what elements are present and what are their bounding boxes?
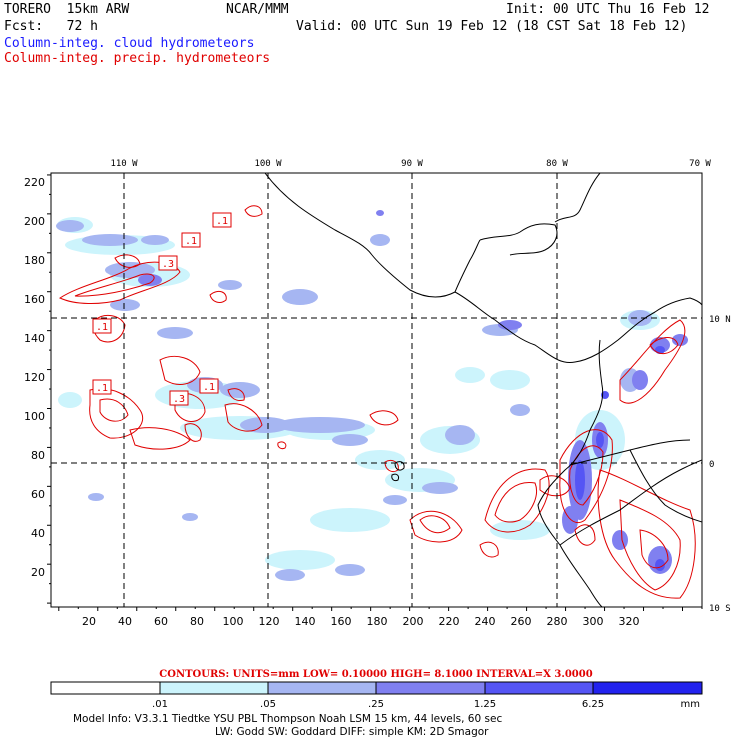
colorbar-tick: .01 <box>152 699 168 710</box>
x-tick-label: 80 <box>190 615 204 628</box>
organization: NCAR/MMM <box>226 2 289 17</box>
init-time: Init: 00 UTC Thu 16 Feb 12 <box>506 2 710 17</box>
contours-info: CONTOURS: UNITS=mm LOW= 0.10000 HIGH= 8.… <box>159 669 592 680</box>
y-tick-label: 100 <box>24 410 45 423</box>
svg-text:.1: .1 <box>185 236 197 247</box>
y-tick-label: 20 <box>31 566 45 579</box>
y-tick-label: 40 <box>31 527 45 540</box>
coastlines <box>264 173 702 607</box>
model-info-line1: Model Info: V3.3.1 Tiedtke YSU PBL Thomp… <box>73 713 502 725</box>
lon-label: 110 W <box>110 159 138 169</box>
x-tick-label: 160 <box>331 615 352 628</box>
lat-label: 10 N <box>709 315 731 325</box>
x-tick-label: 20 <box>82 615 96 628</box>
x-tick-label: 240 <box>475 615 496 628</box>
x-tick-label: 300 <box>583 615 604 628</box>
lon-label: 70 W <box>689 159 711 169</box>
x-tick-label: 180 <box>367 615 388 628</box>
contour-label: .3 <box>169 390 189 406</box>
y-tick-label: 200 <box>24 215 45 228</box>
x-tick-label: 200 <box>403 615 424 628</box>
cloud-shading-core <box>575 346 665 571</box>
field-cloud-label: Column-integ. cloud hydrometeors <box>4 36 255 51</box>
x-tick-label: 320 <box>619 615 640 628</box>
y-tick-label: 220 <box>24 176 45 189</box>
y-tick-label: 80 <box>31 449 45 462</box>
svg-text:.3: .3 <box>162 259 174 270</box>
lon-label: 100 W <box>254 159 282 169</box>
x-tick-label: 140 <box>295 615 316 628</box>
y-tick-label: 60 <box>31 488 45 501</box>
contour-label: .1 <box>199 378 219 394</box>
y-tick-label: 120 <box>24 371 45 384</box>
precip-contours <box>58 205 696 599</box>
forecast-hour: Fcst: 72 h <box>4 19 98 34</box>
field-precip-label: Column-integ. precip. hydrometeors <box>4 51 271 66</box>
lat-lon-grid <box>51 173 702 607</box>
lat-label: 0 <box>709 460 714 470</box>
colorbar-tick: 1.25 <box>474 699 496 710</box>
colorbar-units: mm <box>681 699 700 710</box>
x-tick-label: 60 <box>154 615 168 628</box>
x-tick-label: 280 <box>547 615 568 628</box>
contour-label: .1 <box>92 318 112 334</box>
colorbar-tick: 6.25 <box>582 699 604 710</box>
y-tick-label: 180 <box>24 254 45 267</box>
y-tick-label: 160 <box>24 293 45 306</box>
colorbar-tick: .05 <box>260 699 276 710</box>
contour-label: .1 <box>181 232 201 248</box>
x-tick-label: 260 <box>511 615 532 628</box>
model-info-line2: LW: Godd SW: Goddard DIFF: simple KM: 2D… <box>215 726 489 738</box>
x-tick-label: 100 <box>223 615 244 628</box>
svg-text:.1: .1 <box>203 382 215 393</box>
contour-label: .3 <box>158 255 178 271</box>
colorbar-tick: .25 <box>368 699 384 710</box>
lat-label: 10 S <box>709 604 731 614</box>
x-tick-label: 40 <box>118 615 132 628</box>
axis-ticks <box>47 174 703 611</box>
model-name: TORERO 15km ARW <box>4 2 130 17</box>
contour-label: .1 <box>92 379 112 395</box>
svg-text:.3: .3 <box>173 394 185 405</box>
contour-label: .1 <box>212 212 232 228</box>
lon-label: 80 W <box>546 159 568 169</box>
svg-text:.1: .1 <box>216 216 228 227</box>
x-tick-label: 220 <box>439 615 460 628</box>
color-bar <box>50 681 703 695</box>
valid-time: Valid: 00 UTC Sun 19 Feb 12 (18 CST Sat … <box>296 19 688 34</box>
x-tick-label: 120 <box>259 615 280 628</box>
lon-label: 90 W <box>401 159 423 169</box>
svg-text:.1: .1 <box>96 322 108 333</box>
svg-text:.1: .1 <box>96 383 108 394</box>
y-tick-label: 140 <box>24 332 45 345</box>
